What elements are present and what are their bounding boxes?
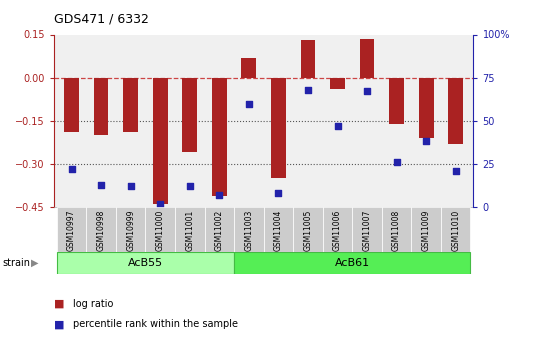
Bar (56, 252, 234, 274)
Text: AcB61: AcB61 (335, 258, 370, 268)
Bar (123, 78, 138, 132)
Bar (419, 78, 434, 138)
Bar (212, 78, 226, 196)
Point (333, 123, 342, 129)
Point (245, 101, 253, 106)
Bar (234, 207, 264, 254)
Text: GSM11009: GSM11009 (422, 209, 430, 251)
Point (451, 168, 460, 174)
Text: GSM11007: GSM11007 (363, 209, 372, 251)
Point (422, 139, 430, 144)
Text: GSM11010: GSM11010 (451, 209, 460, 250)
Point (303, 87, 312, 92)
Bar (204, 207, 234, 254)
Text: GDS471 / 6332: GDS471 / 6332 (54, 12, 148, 26)
Point (215, 192, 224, 198)
Bar (271, 78, 286, 178)
Bar (153, 78, 167, 204)
Text: GSM11002: GSM11002 (215, 209, 224, 250)
Text: GSM10997: GSM10997 (67, 209, 76, 251)
Text: GSM11008: GSM11008 (392, 209, 401, 250)
Bar (301, 40, 315, 78)
Text: percentile rank within the sample: percentile rank within the sample (73, 319, 238, 329)
Point (126, 184, 135, 189)
Text: GSM11000: GSM11000 (155, 209, 165, 251)
Text: strain: strain (3, 258, 31, 268)
Text: log ratio: log ratio (73, 299, 113, 308)
Bar (330, 78, 345, 89)
Text: GSM11006: GSM11006 (333, 209, 342, 251)
Bar (448, 78, 463, 144)
Bar (242, 58, 256, 78)
Text: AcB55: AcB55 (128, 258, 163, 268)
Bar (389, 78, 404, 124)
Point (274, 190, 282, 196)
Text: GSM10999: GSM10999 (126, 209, 135, 251)
Bar (264, 207, 293, 254)
Bar (412, 207, 441, 254)
Text: GSM11001: GSM11001 (185, 209, 194, 250)
Point (392, 159, 401, 165)
Bar (323, 207, 352, 254)
Bar (234, 252, 471, 274)
Bar (86, 207, 116, 254)
Bar (175, 207, 204, 254)
Bar (293, 207, 323, 254)
Text: GSM11005: GSM11005 (303, 209, 313, 251)
Text: GSM11004: GSM11004 (274, 209, 283, 251)
Text: ■: ■ (54, 299, 65, 308)
Bar (94, 78, 109, 135)
Bar (182, 78, 197, 152)
Bar (352, 207, 382, 254)
Text: ■: ■ (54, 319, 65, 329)
Bar (441, 207, 471, 254)
Point (156, 201, 165, 206)
Text: GSM10998: GSM10998 (97, 209, 105, 251)
Bar (382, 207, 412, 254)
Point (67, 166, 76, 172)
Bar (56, 207, 86, 254)
Text: ▶: ▶ (31, 258, 39, 268)
Bar (360, 39, 374, 78)
Text: GSM11003: GSM11003 (244, 209, 253, 251)
Point (363, 89, 371, 94)
Bar (64, 78, 79, 132)
Bar (116, 207, 145, 254)
Point (97, 182, 105, 187)
Bar (145, 207, 175, 254)
Point (186, 184, 194, 189)
